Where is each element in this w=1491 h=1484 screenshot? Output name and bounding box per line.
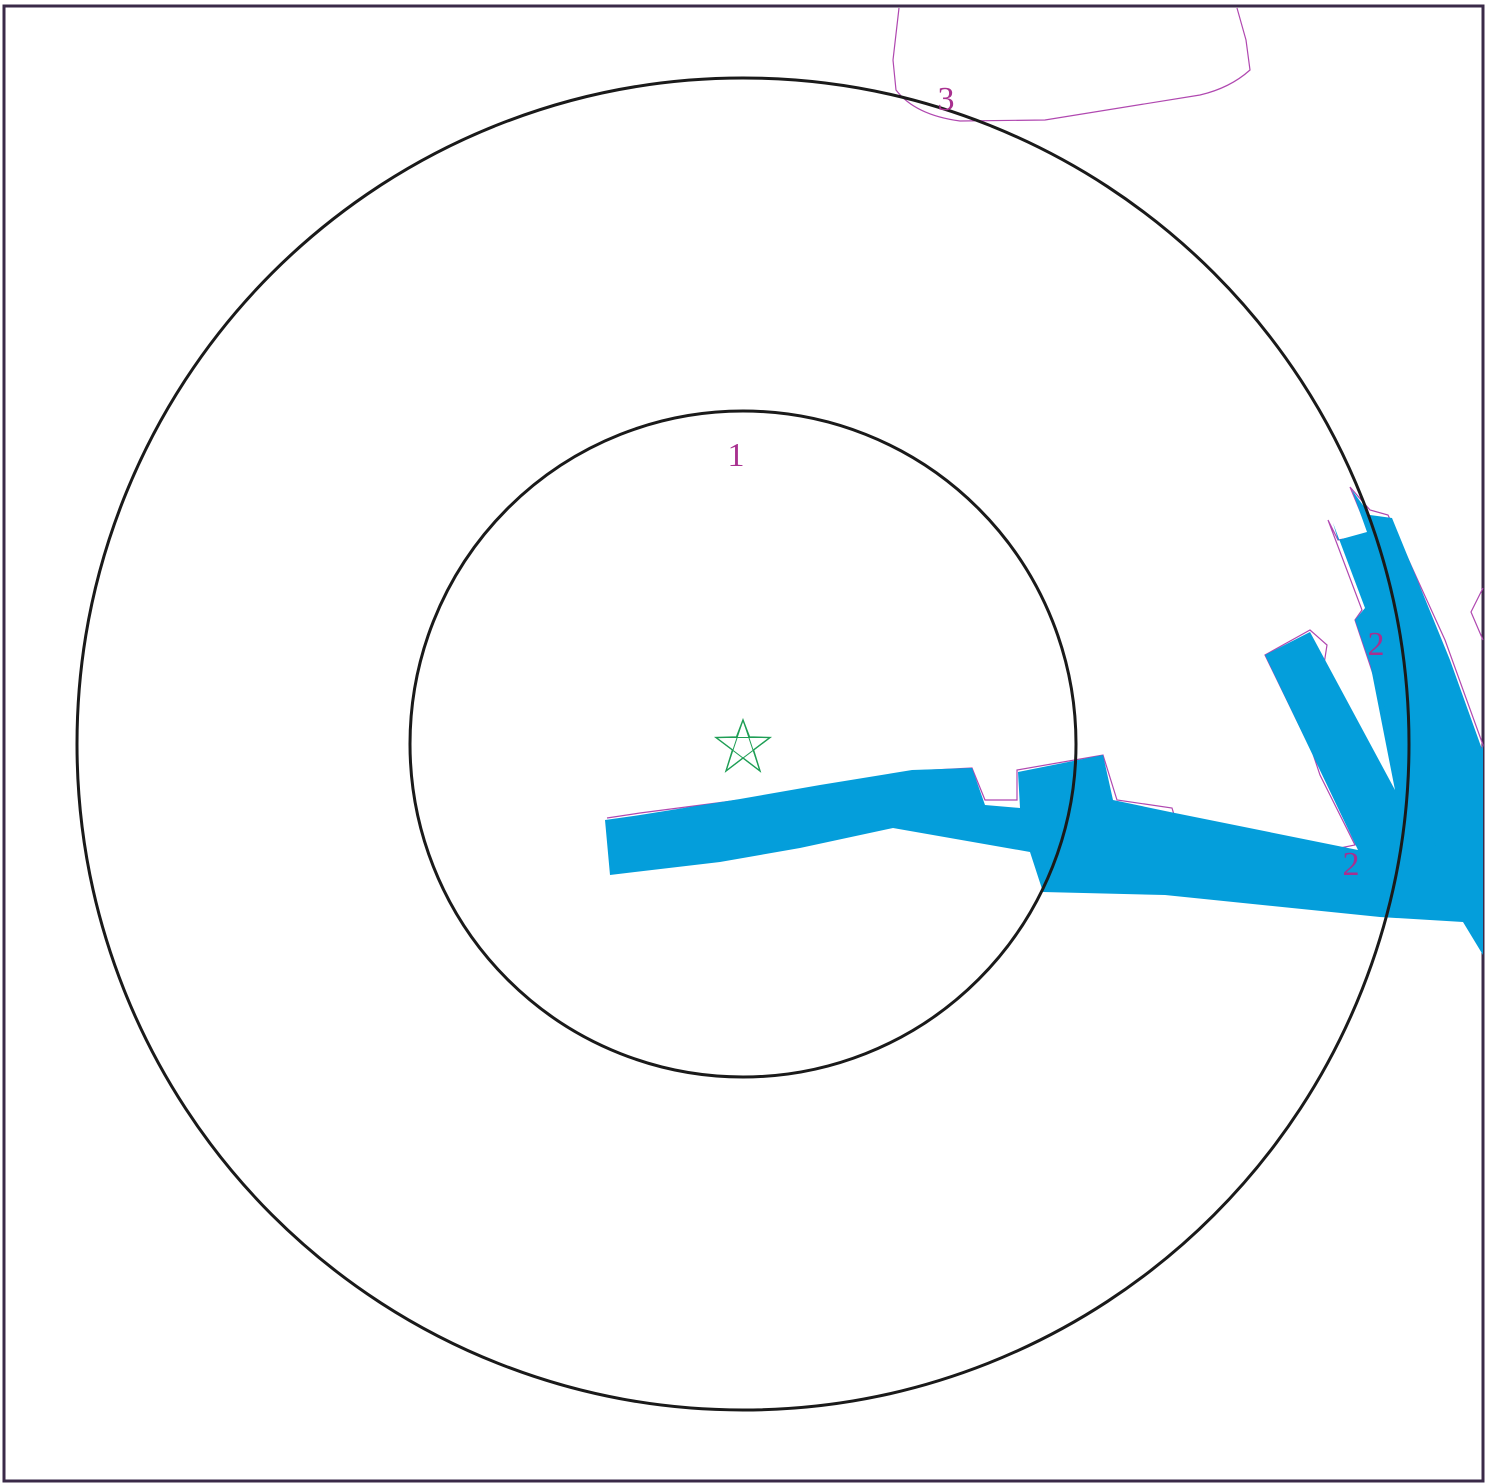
outer-ring	[75, 76, 1411, 1412]
inner-ring	[408, 409, 1078, 1079]
label-inner-ring: 1	[728, 437, 745, 474]
water-channel	[605, 610, 1483, 955]
star-icon	[713, 718, 773, 773]
water-pier-right	[1333, 490, 1483, 862]
label-top-area: 3	[938, 81, 955, 118]
label-channel-end: 2	[1343, 846, 1360, 883]
right-edge-outline	[1470, 587, 1484, 641]
label-side-basin: 2	[1368, 626, 1385, 663]
map-frame	[2, 4, 1485, 1483]
